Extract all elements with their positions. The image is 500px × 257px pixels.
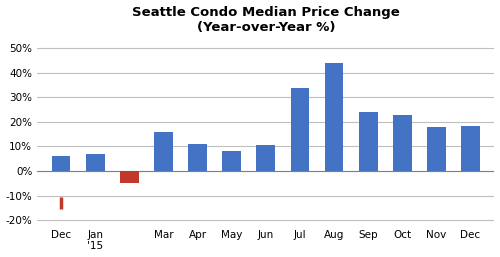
Bar [188, 144, 207, 171]
Bar [222, 151, 241, 171]
Bar [120, 171, 139, 183]
Bar [393, 115, 411, 171]
Bar [427, 127, 446, 171]
Bar [154, 132, 173, 171]
Bar [324, 63, 344, 171]
Bar [290, 88, 310, 171]
Bar [86, 154, 104, 171]
Bar [461, 126, 480, 171]
Bar [256, 145, 275, 171]
Title: Seattle Condo Median Price Change
(Year-over-Year %): Seattle Condo Median Price Change (Year-… [132, 6, 400, 34]
Bar [52, 156, 70, 171]
Bar [359, 112, 378, 171]
